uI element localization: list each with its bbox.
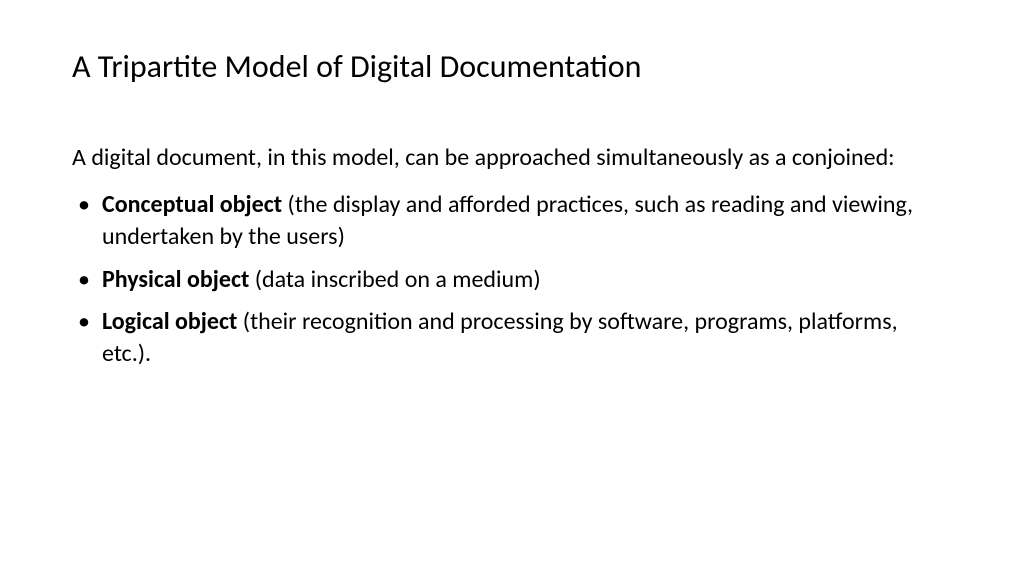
list-item: Logical object (their recognition and pr… — [72, 306, 952, 371]
bullet-strong: Conceptual object — [102, 190, 282, 219]
list-item: Conceptual object (the display and affor… — [72, 189, 952, 254]
bullet-rest: (data inscribed on a medium) — [249, 265, 540, 294]
list-item: Physical object (data inscribed on a med… — [72, 264, 952, 296]
intro-paragraph: A digital document, in this model, can b… — [72, 142, 952, 174]
bullet-strong: Physical object — [102, 265, 249, 294]
slide-title: A Tripartite Model of Digital Documentat… — [72, 48, 952, 86]
bullet-list: Conceptual object (the display and affor… — [72, 189, 952, 371]
bullet-strong: Logical object — [102, 307, 237, 336]
